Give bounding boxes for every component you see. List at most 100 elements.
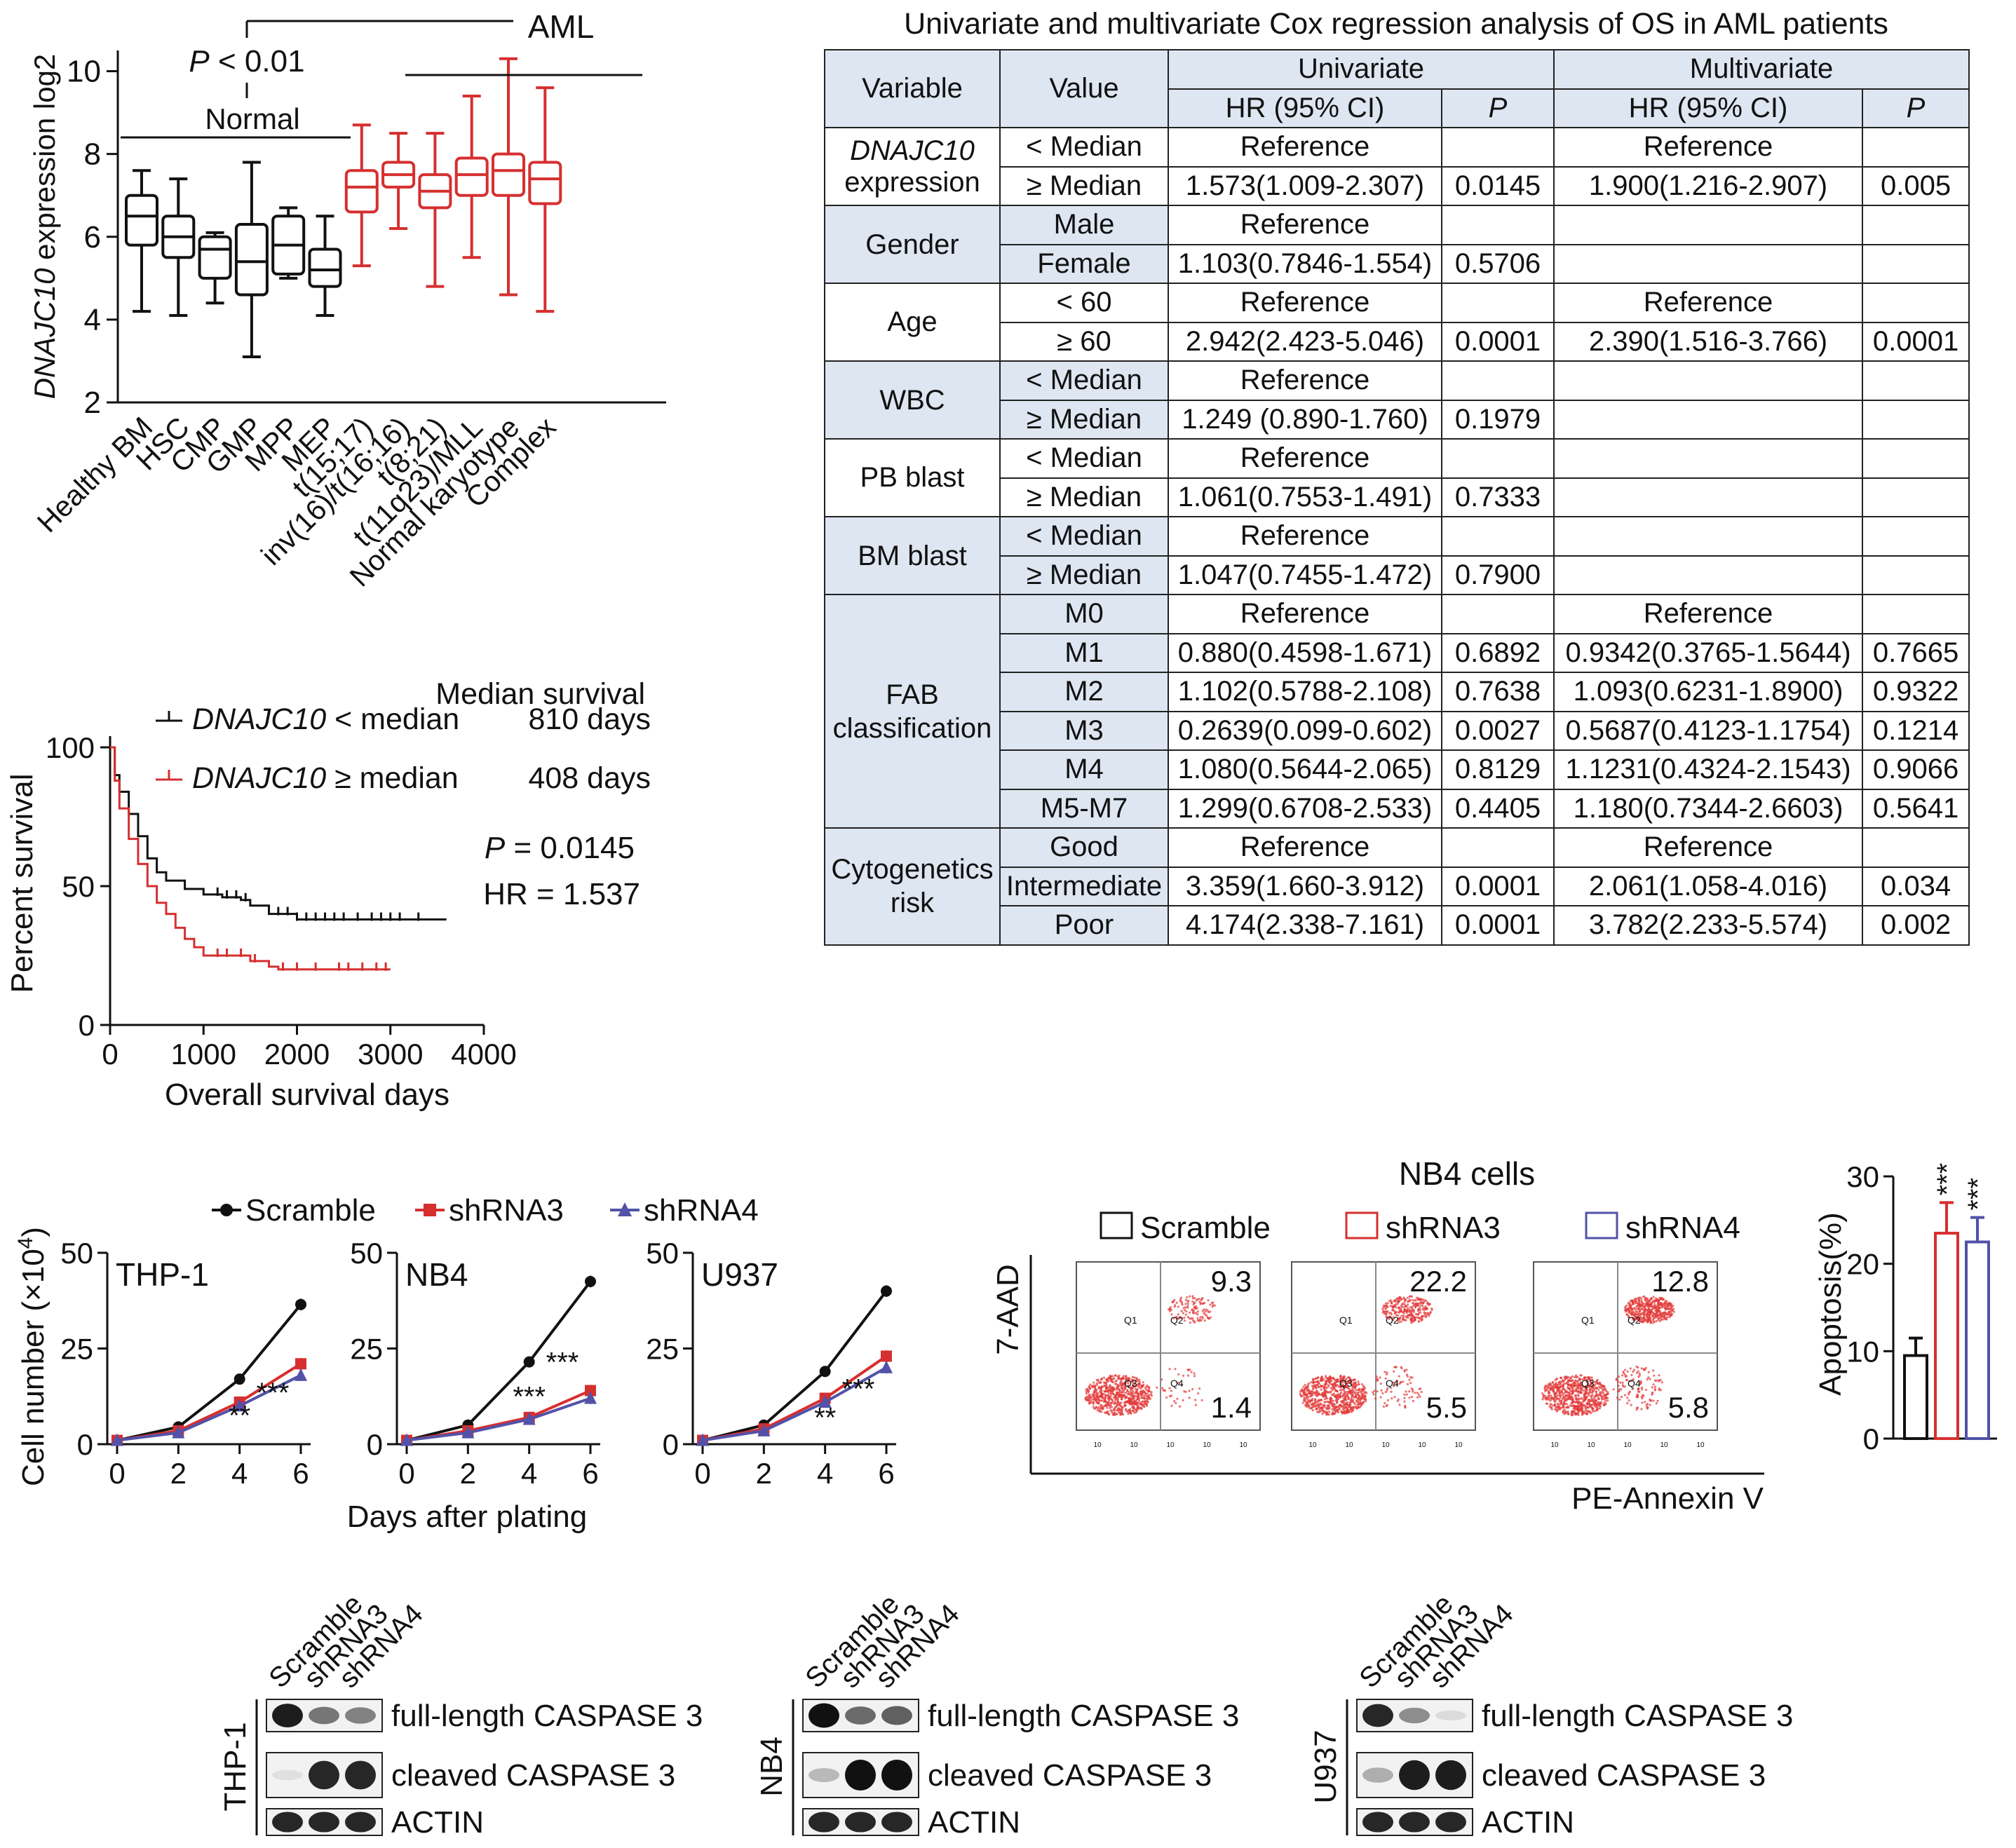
- facs-event: [1542, 1398, 1544, 1400]
- facs-axis-tick: 10: [1130, 1441, 1138, 1449]
- facs-event: [1622, 1382, 1624, 1384]
- facs-event: [1566, 1382, 1568, 1384]
- facs-event: [1118, 1411, 1120, 1413]
- facs-event: [1107, 1387, 1109, 1389]
- facs-event: [1657, 1305, 1659, 1307]
- legend-label: shRNA4: [1625, 1211, 1740, 1245]
- facs-event: [1325, 1411, 1327, 1413]
- facs-panel: NB4 cells Scramble shRNA3 shRNA4 7-AAD PE-Ann…: [991, 1155, 1764, 1516]
- facs-event: [1426, 1314, 1428, 1316]
- facs-event: [1137, 1392, 1139, 1394]
- facs-event: [1660, 1319, 1663, 1321]
- facs-event: [1354, 1385, 1356, 1387]
- facs-event: [1618, 1385, 1620, 1387]
- facs-event: [1630, 1305, 1632, 1307]
- facs-event: [1146, 1385, 1149, 1387]
- facs-event: [1567, 1411, 1569, 1413]
- facs-event: [1421, 1315, 1423, 1317]
- facs-event: [1595, 1391, 1597, 1393]
- data-point: [524, 1357, 535, 1368]
- data-point: [820, 1366, 831, 1377]
- facs-event: [1581, 1407, 1583, 1409]
- facs-event: [1656, 1320, 1658, 1322]
- facs-event: [1618, 1375, 1620, 1378]
- facs-event: [1143, 1394, 1145, 1397]
- facs-event: [1626, 1397, 1628, 1399]
- quadrant-label: Q1: [1339, 1314, 1353, 1326]
- facs-event: [1101, 1385, 1103, 1387]
- facs-event: [1597, 1382, 1599, 1385]
- facs-event: [1639, 1373, 1641, 1375]
- facs-event: [1098, 1386, 1100, 1388]
- facs-event: [1349, 1390, 1351, 1392]
- facs-event: [1113, 1412, 1115, 1414]
- boxplot-panel: 246810DNAJC10 expression log2Healthy BMH…: [28, 8, 666, 593]
- facs-event: [1118, 1392, 1121, 1394]
- facs-event: [1097, 1392, 1099, 1394]
- facs-event: [1334, 1390, 1337, 1392]
- facs-event: [1583, 1404, 1585, 1406]
- sig-marker: ***: [513, 1381, 546, 1412]
- facs-event: [1354, 1403, 1356, 1405]
- facs-event: [1192, 1297, 1194, 1299]
- facs-event: [1205, 1314, 1207, 1317]
- facs-event: [1341, 1395, 1344, 1397]
- facs-event: [1187, 1303, 1189, 1305]
- facs-event: [1092, 1403, 1095, 1405]
- facs-event: [1120, 1383, 1122, 1385]
- facs-event: [1351, 1410, 1353, 1412]
- facs-event: [1586, 1389, 1588, 1391]
- facs-event: [1568, 1387, 1570, 1390]
- facs-event: [1642, 1321, 1644, 1323]
- facs-event: [1426, 1307, 1428, 1310]
- facs-event: [1376, 1379, 1379, 1381]
- facs-event: [1184, 1319, 1186, 1322]
- median-days: 408 days: [528, 761, 651, 795]
- legend-label: Scramble: [245, 1193, 376, 1228]
- facs-event: [1619, 1382, 1621, 1384]
- facs-event: [1351, 1389, 1353, 1391]
- facs-event: [1171, 1405, 1173, 1407]
- facs-event: [1340, 1411, 1342, 1413]
- data-point: [424, 1204, 436, 1216]
- blot-band: [1435, 1760, 1466, 1790]
- facs-event: [1334, 1379, 1336, 1381]
- facs-event: [1193, 1302, 1196, 1304]
- facs-event: [1324, 1398, 1326, 1400]
- facs-event: [1361, 1403, 1363, 1405]
- facs-event: [1552, 1388, 1555, 1390]
- facs-event: [1355, 1390, 1358, 1392]
- facs-event: [1351, 1397, 1353, 1399]
- facs-event: [1209, 1310, 1211, 1312]
- x-axis-label: Overall survival days: [165, 1078, 449, 1112]
- facs-event: [1354, 1397, 1356, 1399]
- facs-event: [1386, 1310, 1388, 1312]
- facs-event: [1123, 1394, 1125, 1396]
- facs-event: [1320, 1403, 1322, 1405]
- facs-event: [1572, 1399, 1574, 1401]
- facs-event: [1119, 1394, 1121, 1396]
- facs-event: [1571, 1383, 1573, 1385]
- blot-band: [845, 1706, 876, 1725]
- facs-event: [1207, 1299, 1209, 1301]
- facs-axis-tick: 10: [1166, 1441, 1175, 1449]
- facs-event: [1412, 1390, 1414, 1392]
- facs-event: [1404, 1319, 1406, 1321]
- facs-event: [1546, 1397, 1548, 1399]
- facs-event: [1663, 1302, 1665, 1304]
- y-axis-label: Cell number (×104): [14, 1227, 51, 1486]
- facs-event: [1121, 1398, 1123, 1400]
- facs-event: [1641, 1401, 1643, 1404]
- facs-event: [1618, 1399, 1621, 1401]
- facs-event: [1670, 1314, 1672, 1317]
- facs-event: [1580, 1374, 1582, 1376]
- facs-event: [1141, 1385, 1143, 1387]
- facs-event: [1214, 1305, 1216, 1307]
- facs-event: [1644, 1307, 1646, 1309]
- blot-band: [309, 1707, 339, 1725]
- facs-event: [1325, 1413, 1327, 1415]
- facs-event: [1544, 1390, 1546, 1392]
- facs-event: [1179, 1300, 1182, 1302]
- facs-event: [1200, 1303, 1202, 1305]
- facs-event: [1657, 1314, 1659, 1316]
